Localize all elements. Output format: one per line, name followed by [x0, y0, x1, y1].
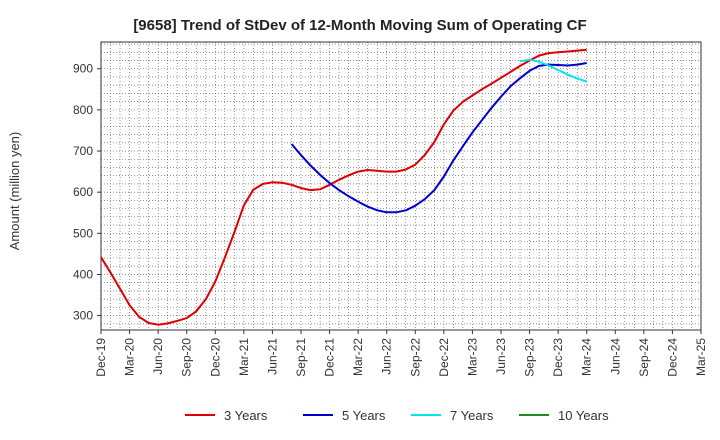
x-tick-label: Dec-19: [94, 338, 108, 377]
y-tick-label: 300: [73, 309, 93, 323]
legend-label: 7 Years: [450, 408, 494, 423]
y-tick-label: 800: [73, 103, 93, 117]
y-tick-label: 900: [73, 62, 93, 76]
legend-label: 10 Years: [558, 408, 609, 423]
x-tick-label: Jun-23: [494, 338, 508, 375]
y-axis: 300 400 500 600 700 800 900: [73, 62, 101, 323]
x-tick-label: Sep-22: [408, 338, 422, 377]
chart-title: [9658] Trend of StDev of 12-Month Moving…: [133, 17, 586, 34]
series-line-7-years: [519, 58, 587, 83]
x-tick-label: Jun-20: [151, 338, 165, 375]
series-lines: [100, 48, 587, 326]
y-tick-label: 600: [73, 185, 93, 199]
x-tick-label: Mar-20: [123, 338, 137, 376]
legend-label: 3 Years: [224, 408, 268, 423]
x-tick-label: Jun-24: [608, 338, 622, 375]
x-tick-label: Mar-23: [465, 338, 479, 376]
y-tick-label: 500: [73, 226, 93, 240]
x-tick-label: Jun-21: [265, 338, 279, 375]
x-tick-label: Sep-24: [637, 338, 651, 377]
y-tick-label: 700: [73, 144, 93, 158]
x-tick-label: Sep-20: [180, 338, 194, 377]
x-tick-label: Mar-24: [580, 338, 594, 376]
x-tick-label: Mar-25: [694, 338, 708, 376]
series-line-3-years: [100, 48, 587, 326]
y-tick-label: 400: [73, 267, 93, 281]
x-tick-label: Dec-22: [437, 338, 451, 377]
x-tick-label: Sep-21: [294, 338, 308, 377]
x-tick-label: Dec-23: [551, 338, 565, 377]
gridlines: [101, 42, 701, 330]
x-axis: Dec-19 Mar-20 Jun-20 Sep-20 Dec-20 Mar-21 Jun-…: [94, 330, 708, 377]
x-tick-label: Dec-24: [665, 338, 679, 377]
series-line-5-years: [290, 62, 587, 214]
x-tick-label: Sep-23: [523, 338, 537, 377]
plot-area-frame: [100, 41, 702, 331]
legend-label: 5 Years: [342, 408, 386, 423]
x-tick-label: Mar-22: [351, 338, 365, 376]
x-tick-label: Dec-20: [208, 338, 222, 377]
legend: 3 Years 5 Years 7 Years 10 Years: [185, 408, 609, 423]
x-tick-label: Jun-22: [380, 338, 394, 375]
x-tick-label: Dec-21: [323, 338, 337, 377]
x-tick-label: Mar-21: [237, 338, 251, 376]
y-axis-label: Amount (million yen): [7, 132, 22, 251]
